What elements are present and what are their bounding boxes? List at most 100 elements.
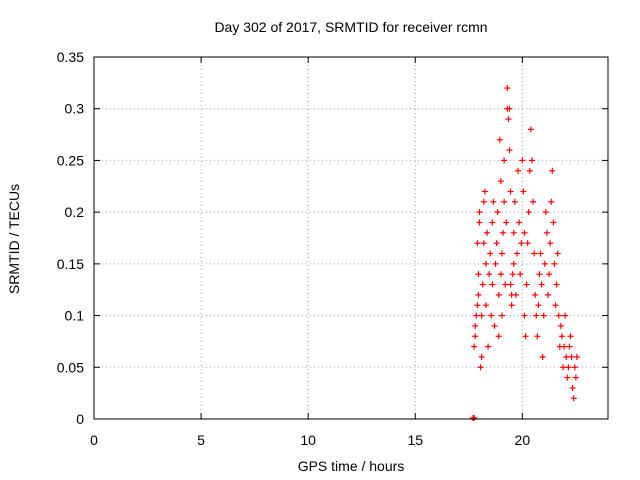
data-point — [503, 219, 510, 226]
data-point — [542, 209, 549, 216]
data-point — [515, 167, 522, 174]
y-tick-label: 0.3 — [65, 101, 85, 117]
data-point — [478, 353, 485, 360]
data-point — [520, 188, 527, 195]
data-point — [510, 260, 517, 267]
data-point — [478, 312, 485, 319]
x-tick-label: 5 — [197, 432, 205, 448]
data-point — [476, 219, 483, 226]
data-point — [569, 384, 576, 391]
data-point — [508, 302, 515, 309]
data-point — [550, 219, 557, 226]
data-point — [492, 260, 499, 267]
data-point — [511, 198, 518, 205]
data-point — [534, 333, 541, 340]
data-point — [537, 250, 544, 257]
data-point — [568, 353, 575, 360]
data-point — [535, 302, 542, 309]
x-tick-label: 20 — [515, 432, 531, 448]
data-point — [510, 229, 517, 236]
data-point — [485, 343, 492, 350]
data-point — [554, 250, 561, 257]
data-point — [518, 240, 525, 247]
y-tick-label: 0.05 — [57, 359, 84, 375]
data-point — [496, 136, 503, 143]
data-point — [487, 250, 494, 257]
data-point — [505, 116, 512, 123]
data-point — [517, 271, 524, 278]
y-axis-label: SRMTID / TECUs — [6, 184, 22, 294]
data-point — [475, 271, 482, 278]
data-point — [524, 240, 531, 247]
data-point — [516, 219, 523, 226]
y-tick-label: 0 — [76, 411, 84, 427]
data-point — [572, 374, 579, 381]
data-point — [523, 281, 530, 288]
data-point — [539, 353, 546, 360]
data-point — [483, 229, 490, 236]
data-point — [474, 302, 481, 309]
y-ticks-layer: 0 0.05 0.1 0.15 0.2 0.25 0.3 0.35 — [57, 49, 608, 427]
y-tick-label: 0.2 — [65, 204, 85, 220]
data-point — [513, 250, 520, 257]
data-point — [565, 364, 572, 371]
y-tick-label: 0.25 — [57, 152, 84, 168]
data-point — [546, 271, 553, 278]
data-point — [497, 271, 504, 278]
data-point — [557, 322, 564, 329]
data-point — [532, 291, 539, 298]
data-point — [526, 167, 533, 174]
x-tick-label: 15 — [407, 432, 423, 448]
data-point — [506, 105, 513, 112]
data-point — [553, 281, 560, 288]
data-point — [525, 209, 532, 216]
data-point — [474, 240, 481, 247]
data-point — [488, 312, 495, 319]
data-point — [498, 250, 505, 257]
data-point — [480, 198, 487, 205]
data-point — [563, 353, 570, 360]
data-point — [509, 271, 516, 278]
data-point — [549, 167, 556, 174]
data-point — [501, 157, 508, 164]
data-point — [521, 229, 528, 236]
grid-layer — [94, 57, 608, 419]
y-tick-label: 0.35 — [57, 49, 84, 65]
data-point — [562, 312, 569, 319]
data-point — [533, 312, 540, 319]
data-point — [489, 281, 496, 288]
data-point — [498, 312, 505, 319]
data-point — [521, 312, 528, 319]
data-point — [507, 281, 514, 288]
data-point — [528, 157, 535, 164]
data-point — [476, 209, 483, 216]
data-point — [527, 126, 534, 133]
data-point — [471, 414, 478, 421]
data-point — [566, 343, 573, 350]
data-point — [497, 178, 504, 185]
data-point — [541, 260, 548, 267]
x-tick-label: 0 — [90, 432, 98, 448]
x-axis-label: GPS time / hours — [298, 458, 405, 474]
data-point — [548, 198, 555, 205]
data-point — [504, 85, 511, 92]
data-point — [522, 333, 529, 340]
data-point — [571, 364, 578, 371]
data-point — [482, 260, 489, 267]
data-point — [564, 374, 571, 381]
data-point — [472, 322, 479, 329]
data-point — [490, 198, 497, 205]
data-point — [489, 219, 496, 226]
data-point — [473, 312, 480, 319]
data-point — [538, 281, 545, 288]
data-point — [530, 198, 537, 205]
x-tick-label: 10 — [300, 432, 316, 448]
data-point — [486, 271, 493, 278]
data-point — [471, 343, 478, 350]
data-point — [545, 291, 552, 298]
data-point — [501, 198, 508, 205]
data-point — [477, 364, 484, 371]
